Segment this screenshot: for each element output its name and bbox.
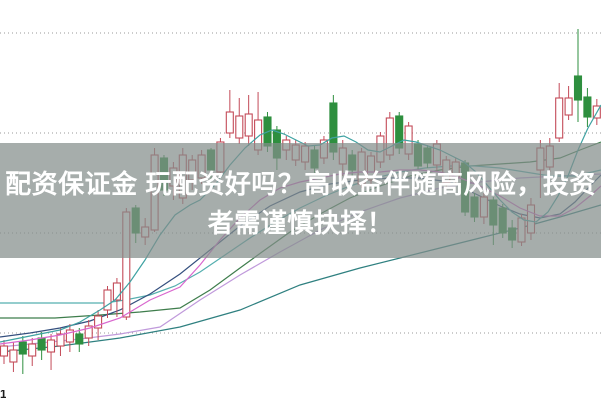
overlay-banner [0,143,601,258]
headline-line-1: 配资保证金 玩配资好吗？高收益伴随高风险，投资 [5,168,596,199]
headline-overlay: 配资保证金 玩配资好吗？高收益伴随高风险，投资 者需谨慎抉择！ [0,157,601,250]
clipped-axis-label: 1 [0,390,6,399]
headline-line-2: 者需谨慎抉择！ [207,207,394,238]
